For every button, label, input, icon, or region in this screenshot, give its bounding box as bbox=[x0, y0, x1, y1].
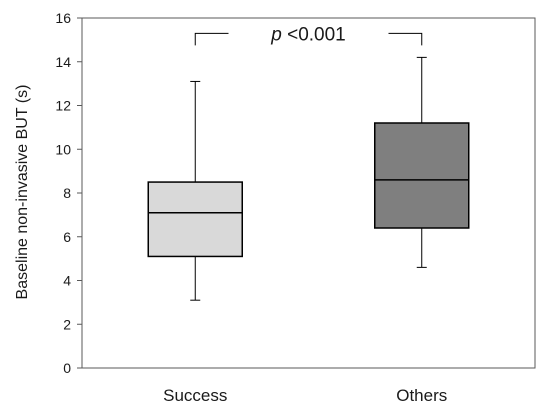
y-tick-label: 16 bbox=[55, 10, 71, 26]
box-success bbox=[147, 80, 243, 301]
x-tick-label: Success bbox=[163, 386, 227, 405]
x-tick-label: Others bbox=[396, 386, 447, 405]
y-tick-label: 10 bbox=[55, 141, 71, 157]
p-value: <0.001 bbox=[282, 24, 346, 45]
y-axis-label: Baseline non-invasive BUT (s) bbox=[14, 85, 31, 300]
significance-bracket-left bbox=[194, 32, 229, 46]
y-tick-label: 4 bbox=[63, 273, 71, 289]
y-tick-label: 0 bbox=[63, 360, 71, 376]
significance-bracket-right bbox=[388, 32, 423, 46]
iqr-box bbox=[147, 181, 243, 258]
y-tick-label: 6 bbox=[63, 229, 71, 245]
y-tick-label: 14 bbox=[55, 54, 71, 70]
y-tick-label: 2 bbox=[63, 316, 71, 332]
iqr-box bbox=[374, 122, 470, 229]
significance-label: p <0.001 bbox=[270, 24, 346, 45]
y-tick-label: 8 bbox=[63, 185, 71, 201]
y-tick-label: 12 bbox=[55, 98, 71, 114]
p-symbol: p bbox=[270, 24, 282, 45]
box-others bbox=[374, 56, 470, 268]
